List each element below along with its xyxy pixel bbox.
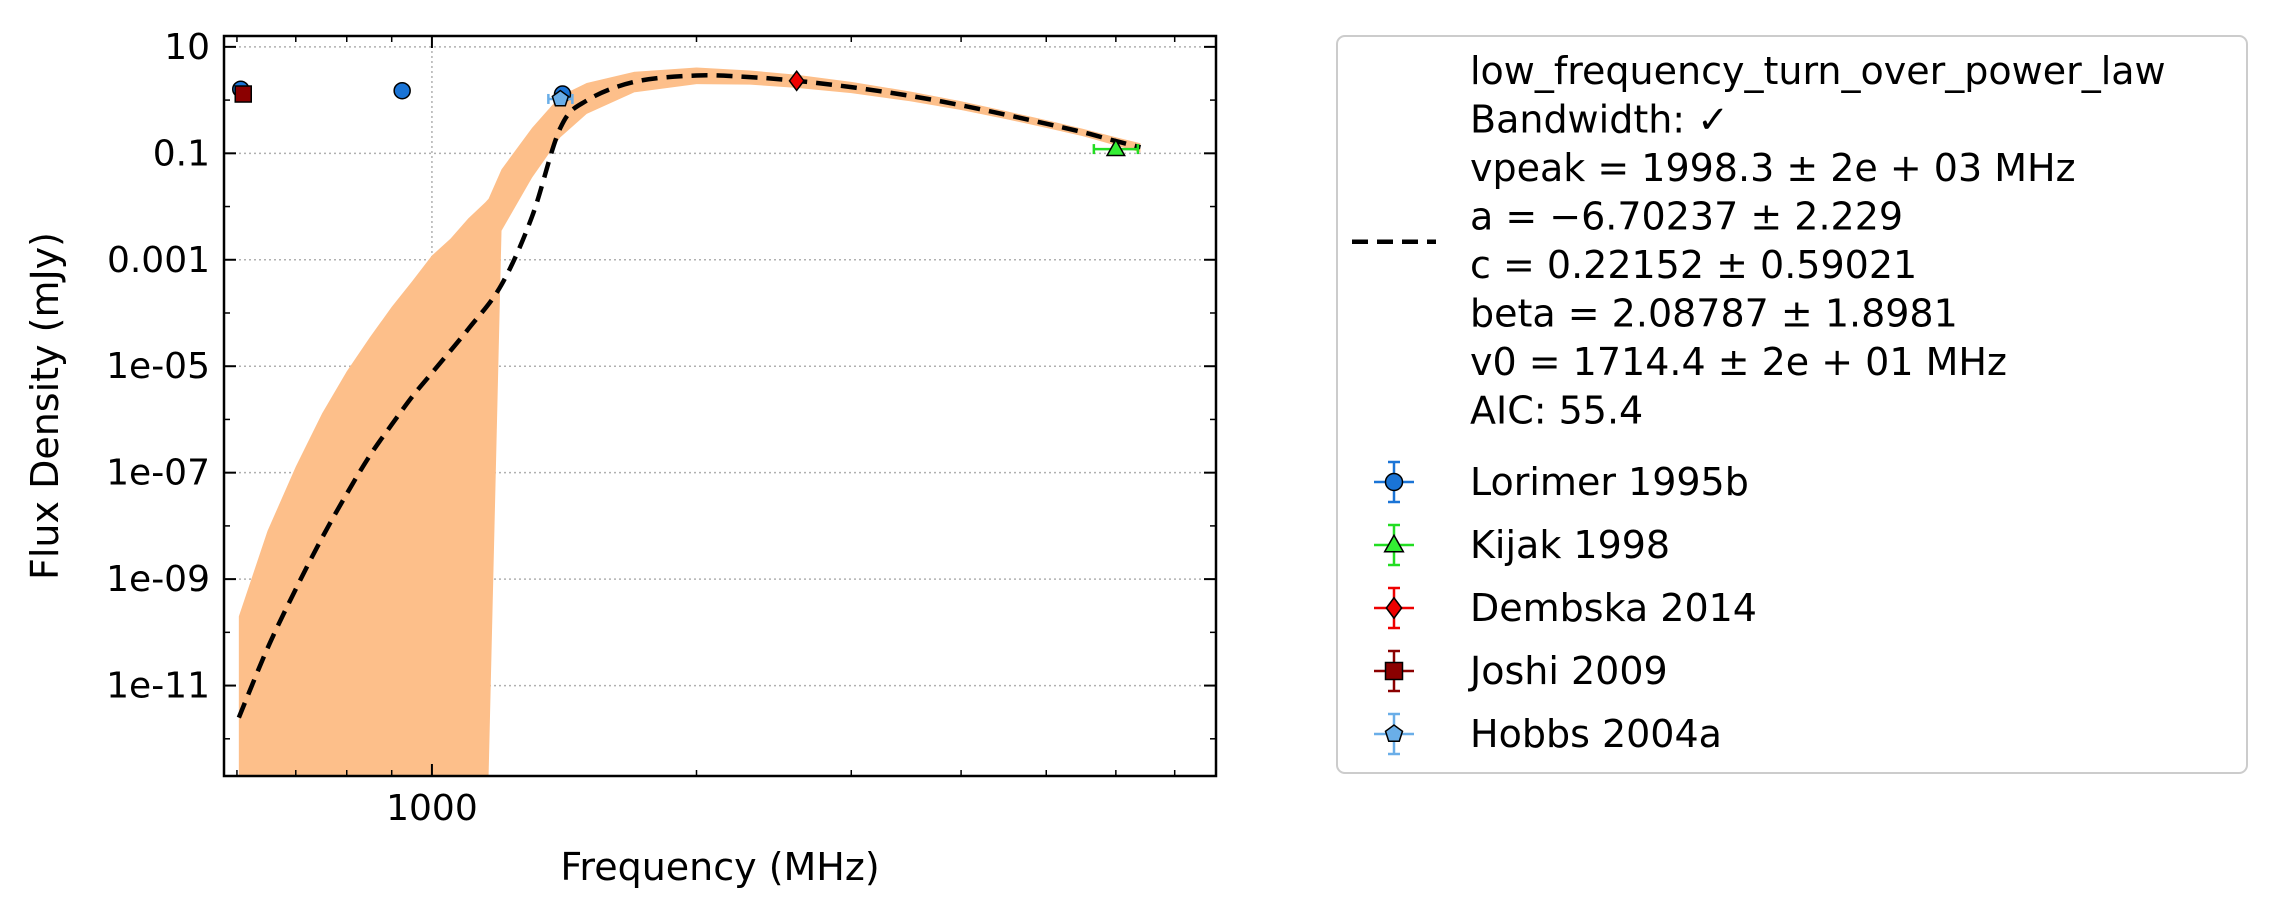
- legend-entry-label: Lorimer 1995b: [1470, 460, 1749, 504]
- y-tick-label: 1e-05: [106, 346, 210, 387]
- legend-fit-text-line: low_frequency_turn_over_power_law: [1470, 49, 2166, 93]
- legend-marker-dembska-2014: [1385, 596, 1403, 620]
- legend-entry-label: Joshi 2009: [1468, 649, 1668, 693]
- legend-fit-text-line: Bandwidth: ✓: [1470, 98, 1729, 142]
- data-point-lorimer-1995b: [393, 81, 411, 100]
- fit-uncertainty-band: [238, 67, 1141, 776]
- y-tick-label: 1e-09: [106, 559, 210, 600]
- data-point-dembska-2014: [788, 69, 805, 92]
- plot-frame: [222, 34, 1218, 778]
- data-point-kijak-1998: [1105, 138, 1126, 157]
- legend-entry-label: Dembska 2014: [1470, 586, 1757, 630]
- data-point-hobbs-2004a: [551, 89, 570, 107]
- y-tick-label: 10: [164, 27, 210, 68]
- data-points-layer: [231, 69, 1140, 157]
- y-tick-label: 1e-11: [106, 666, 210, 707]
- legend-marker-lorimer-1995b: [1384, 472, 1404, 492]
- data-point-joshi-2009: [234, 85, 252, 103]
- fit-uncertainty-band-layer: [238, 67, 1141, 776]
- legend-marker-joshi-2009: [1384, 661, 1404, 681]
- legend-marker-kijak-1998: [1383, 533, 1405, 553]
- legend: low_frequency_turn_over_power_law Bandwid…: [1336, 35, 2248, 774]
- legend-fit-text-line: AIC: 55.4: [1470, 389, 1643, 433]
- legend-fit-text-line: beta = 2.08787 ± 1.8981: [1470, 292, 1958, 336]
- legend-fit-text-line: c = 0.22152 ± 0.59021: [1470, 243, 1917, 287]
- fit-line: [236, 73, 1142, 719]
- y-tick-label: 0.1: [153, 133, 210, 174]
- y-tick-label: 1e-07: [106, 453, 210, 494]
- legend-entry-label: Hobbs 2004a: [1470, 712, 1722, 756]
- axes: 10 0.1 0.001 1e-05 1e-07 1e-09 1e-11 1000: [106, 27, 1218, 829]
- y-tick-label: 0.001: [107, 240, 210, 281]
- fit-line-layer: [236, 73, 1142, 719]
- legend-fit-text-line: v0 = 1714.4 ± 2e + 01 MHz: [1470, 340, 2007, 384]
- x-tick-label: 1000: [386, 788, 478, 829]
- x-axis-label: Frequency (MHz): [560, 845, 879, 889]
- legend-marker-hobbs-2004a: [1384, 724, 1404, 742]
- legend-fit-text-line: vpeak = 1998.3 ± 2e + 03 MHz: [1470, 146, 2076, 190]
- legend-entry-label: Kijak 1998: [1470, 523, 1670, 567]
- legend-box: [1336, 35, 2248, 774]
- legend-fit-text-line: a = −6.70237 ± 2.229: [1470, 195, 1903, 239]
- y-axis-label: Flux Density (mJy): [23, 232, 67, 580]
